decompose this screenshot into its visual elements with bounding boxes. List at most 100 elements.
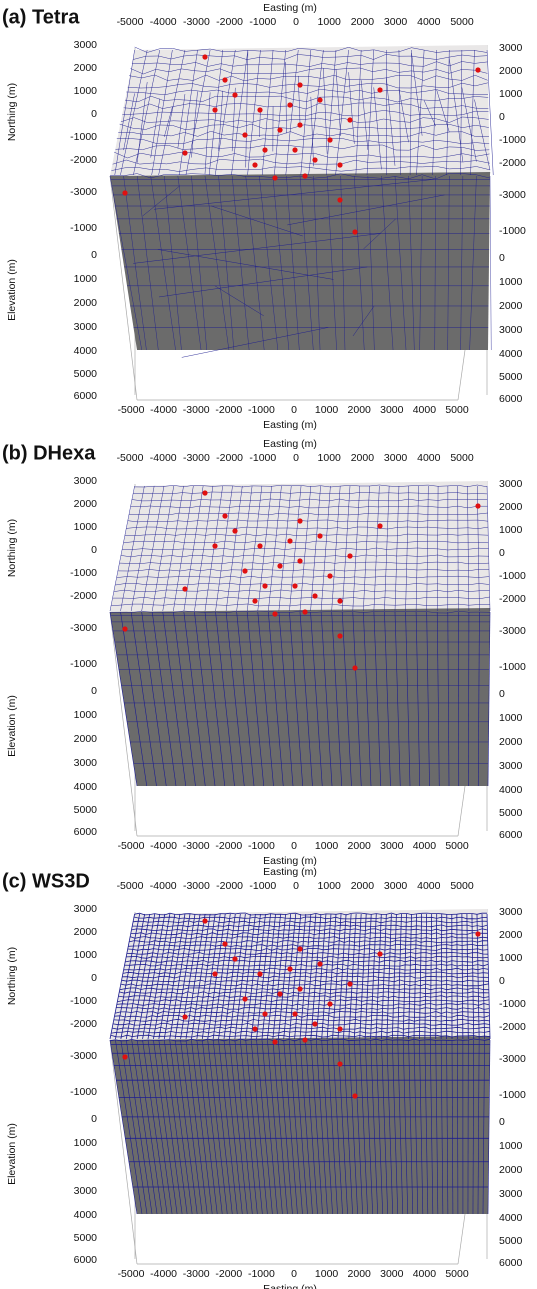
mesh-line (409, 49, 412, 176)
mesh-line (426, 611, 430, 787)
mesh-line (424, 913, 428, 1040)
mesh (109, 46, 494, 358)
tick-label: -3000 (70, 186, 97, 198)
tick-label: 2000 (74, 498, 98, 510)
tick-label: -1000 (248, 840, 275, 852)
station (222, 941, 228, 947)
frame (109, 611, 138, 837)
mesh-line (436, 485, 439, 612)
tick-label: 5000 (445, 840, 469, 852)
mesh-line (259, 175, 279, 351)
mesh-line (169, 913, 191, 1040)
mesh-line (341, 611, 352, 787)
station (292, 147, 298, 153)
mesh-line (310, 913, 322, 1040)
tick-label: 4000 (499, 784, 523, 796)
axis-title: Elevation (m) (6, 1123, 18, 1185)
tick-label: -2000 (499, 157, 526, 169)
tick-label: -2000 (70, 590, 97, 602)
tick-label: 2000 (499, 65, 523, 77)
tick-label: 1000 (499, 88, 523, 100)
tick-label: -3000 (499, 189, 526, 201)
mesh-line (315, 913, 327, 1040)
mesh-line (158, 49, 186, 176)
tick-label: 5000 (74, 1232, 98, 1244)
tick-label: 3000 (499, 478, 523, 490)
mesh-line (245, 913, 261, 1040)
mesh-line (257, 485, 272, 612)
station (272, 1039, 278, 1045)
mesh-line (343, 1039, 353, 1215)
station (302, 173, 308, 179)
mesh-line (367, 175, 375, 351)
mesh-line (133, 233, 381, 264)
mesh-line (299, 175, 314, 351)
mesh-line (151, 611, 177, 787)
mesh-line (225, 611, 245, 787)
mesh-line (181, 327, 329, 358)
station (475, 503, 481, 509)
tick-label: -3000 (183, 16, 210, 28)
tick-label: -4000 (150, 452, 177, 464)
station (287, 538, 293, 544)
station (327, 137, 333, 143)
mesh-line (402, 1039, 409, 1215)
station (182, 1014, 188, 1020)
tick-label: -1000 (499, 570, 526, 582)
tick-label: -4000 (150, 16, 177, 28)
mesh-line (381, 913, 387, 1040)
tick-label: 3000 (74, 475, 98, 487)
tick-label: 0 (293, 880, 299, 892)
tick-label: -3000 (183, 1268, 210, 1280)
mesh-line (152, 485, 174, 612)
station (202, 54, 208, 60)
mesh-line (320, 485, 331, 612)
mesh-line (247, 49, 261, 176)
axis-title: Northing (m) (6, 947, 18, 1005)
tick-label: -2000 (216, 880, 243, 892)
tick-label: 0 (499, 1116, 505, 1128)
mesh-line (142, 185, 180, 217)
mesh-line (231, 87, 236, 152)
mesh-line (163, 913, 186, 1040)
station (122, 190, 128, 196)
tick-label: -3000 (499, 1053, 526, 1065)
station (122, 1054, 128, 1060)
station (337, 162, 343, 168)
mesh-line (460, 49, 463, 176)
mesh-line (363, 485, 370, 612)
station (312, 593, 318, 599)
mesh-line (147, 1039, 173, 1215)
mesh-line (174, 1039, 198, 1215)
mesh-line (299, 913, 312, 1040)
tick-label: 0 (91, 972, 97, 984)
tick-label: -3000 (183, 452, 210, 464)
tick-label: -4000 (150, 1268, 177, 1280)
mesh-line (466, 913, 469, 1040)
station (242, 996, 248, 1002)
station (297, 946, 303, 952)
station (222, 513, 228, 519)
tick-label: 2000 (499, 300, 523, 312)
mesh-line (287, 194, 445, 226)
tick-label: -3000 (70, 622, 97, 634)
station (292, 1011, 298, 1017)
mesh-line (142, 913, 166, 1040)
mesh-line (449, 58, 464, 162)
tick-label: 0 (91, 544, 97, 556)
mesh-line (348, 72, 355, 144)
mesh-line (288, 1039, 303, 1215)
mesh-line (153, 913, 176, 1040)
tick-label: -3000 (183, 880, 210, 892)
tick-label: 4000 (413, 404, 437, 416)
tick-label: 2000 (348, 404, 372, 416)
mesh-line (332, 913, 342, 1040)
mesh-line (115, 1039, 143, 1215)
mesh-line (162, 485, 184, 612)
mesh-line (487, 611, 491, 787)
station (242, 132, 248, 138)
mesh-line (373, 611, 382, 787)
tick-label: -1000 (70, 567, 97, 579)
mesh-line (191, 1039, 213, 1215)
tick-label: 2000 (351, 880, 375, 892)
